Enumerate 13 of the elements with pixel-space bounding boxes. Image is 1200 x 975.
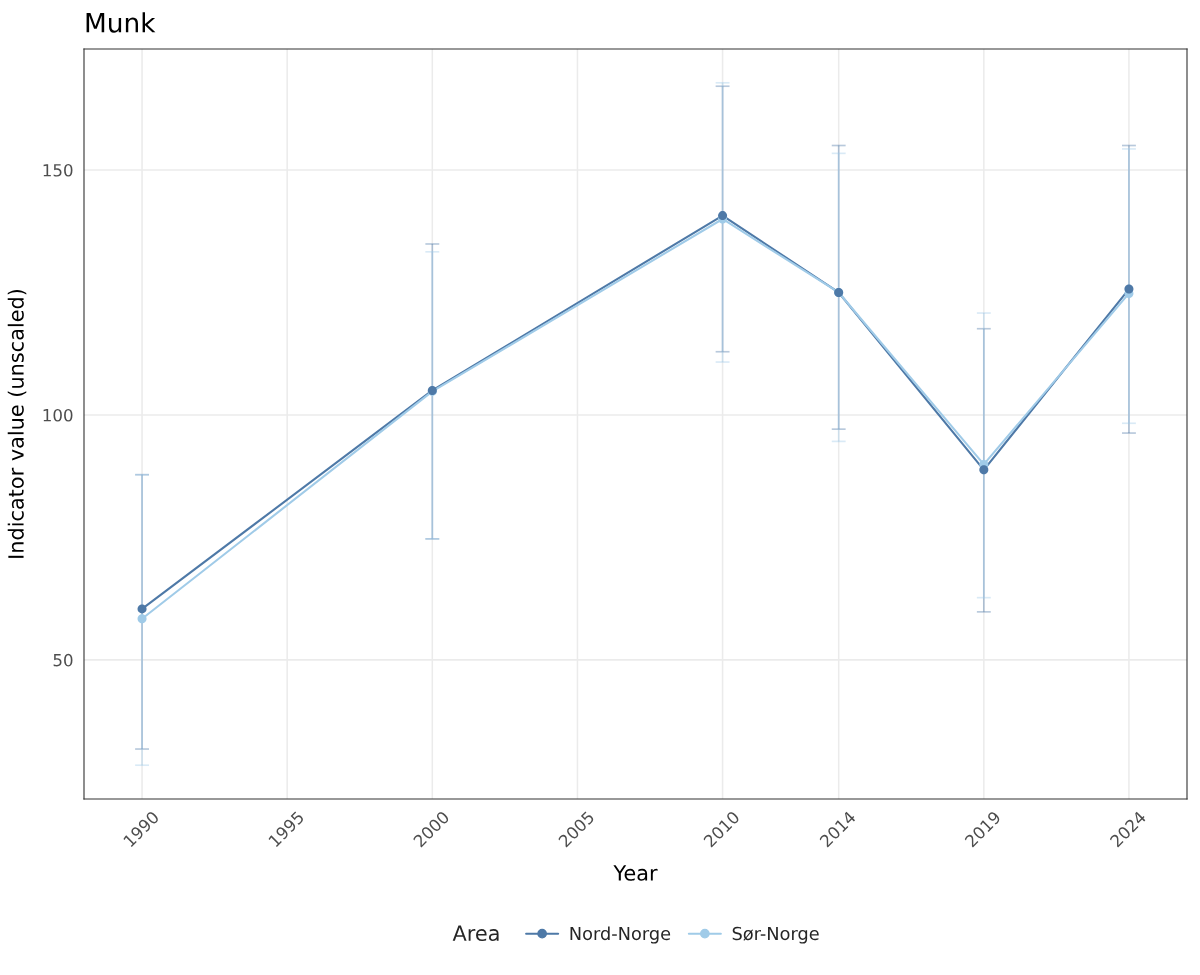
y-tick-label: 150 xyxy=(43,163,73,177)
x-axis-title: Year xyxy=(613,865,658,881)
point xyxy=(1124,284,1134,294)
y-axis-title: Indicator value (unscaled) xyxy=(7,289,27,558)
y-tick-label: 100 xyxy=(43,408,73,422)
legend-title: Area xyxy=(452,925,499,942)
chart-title: Munk xyxy=(86,12,156,33)
legend-label: Nord-Norge xyxy=(570,926,671,944)
legend-label: Sør-Norge xyxy=(732,926,819,944)
point xyxy=(137,614,147,624)
y-tick-label: 50 xyxy=(53,653,73,667)
point xyxy=(137,604,147,614)
point xyxy=(979,465,989,475)
